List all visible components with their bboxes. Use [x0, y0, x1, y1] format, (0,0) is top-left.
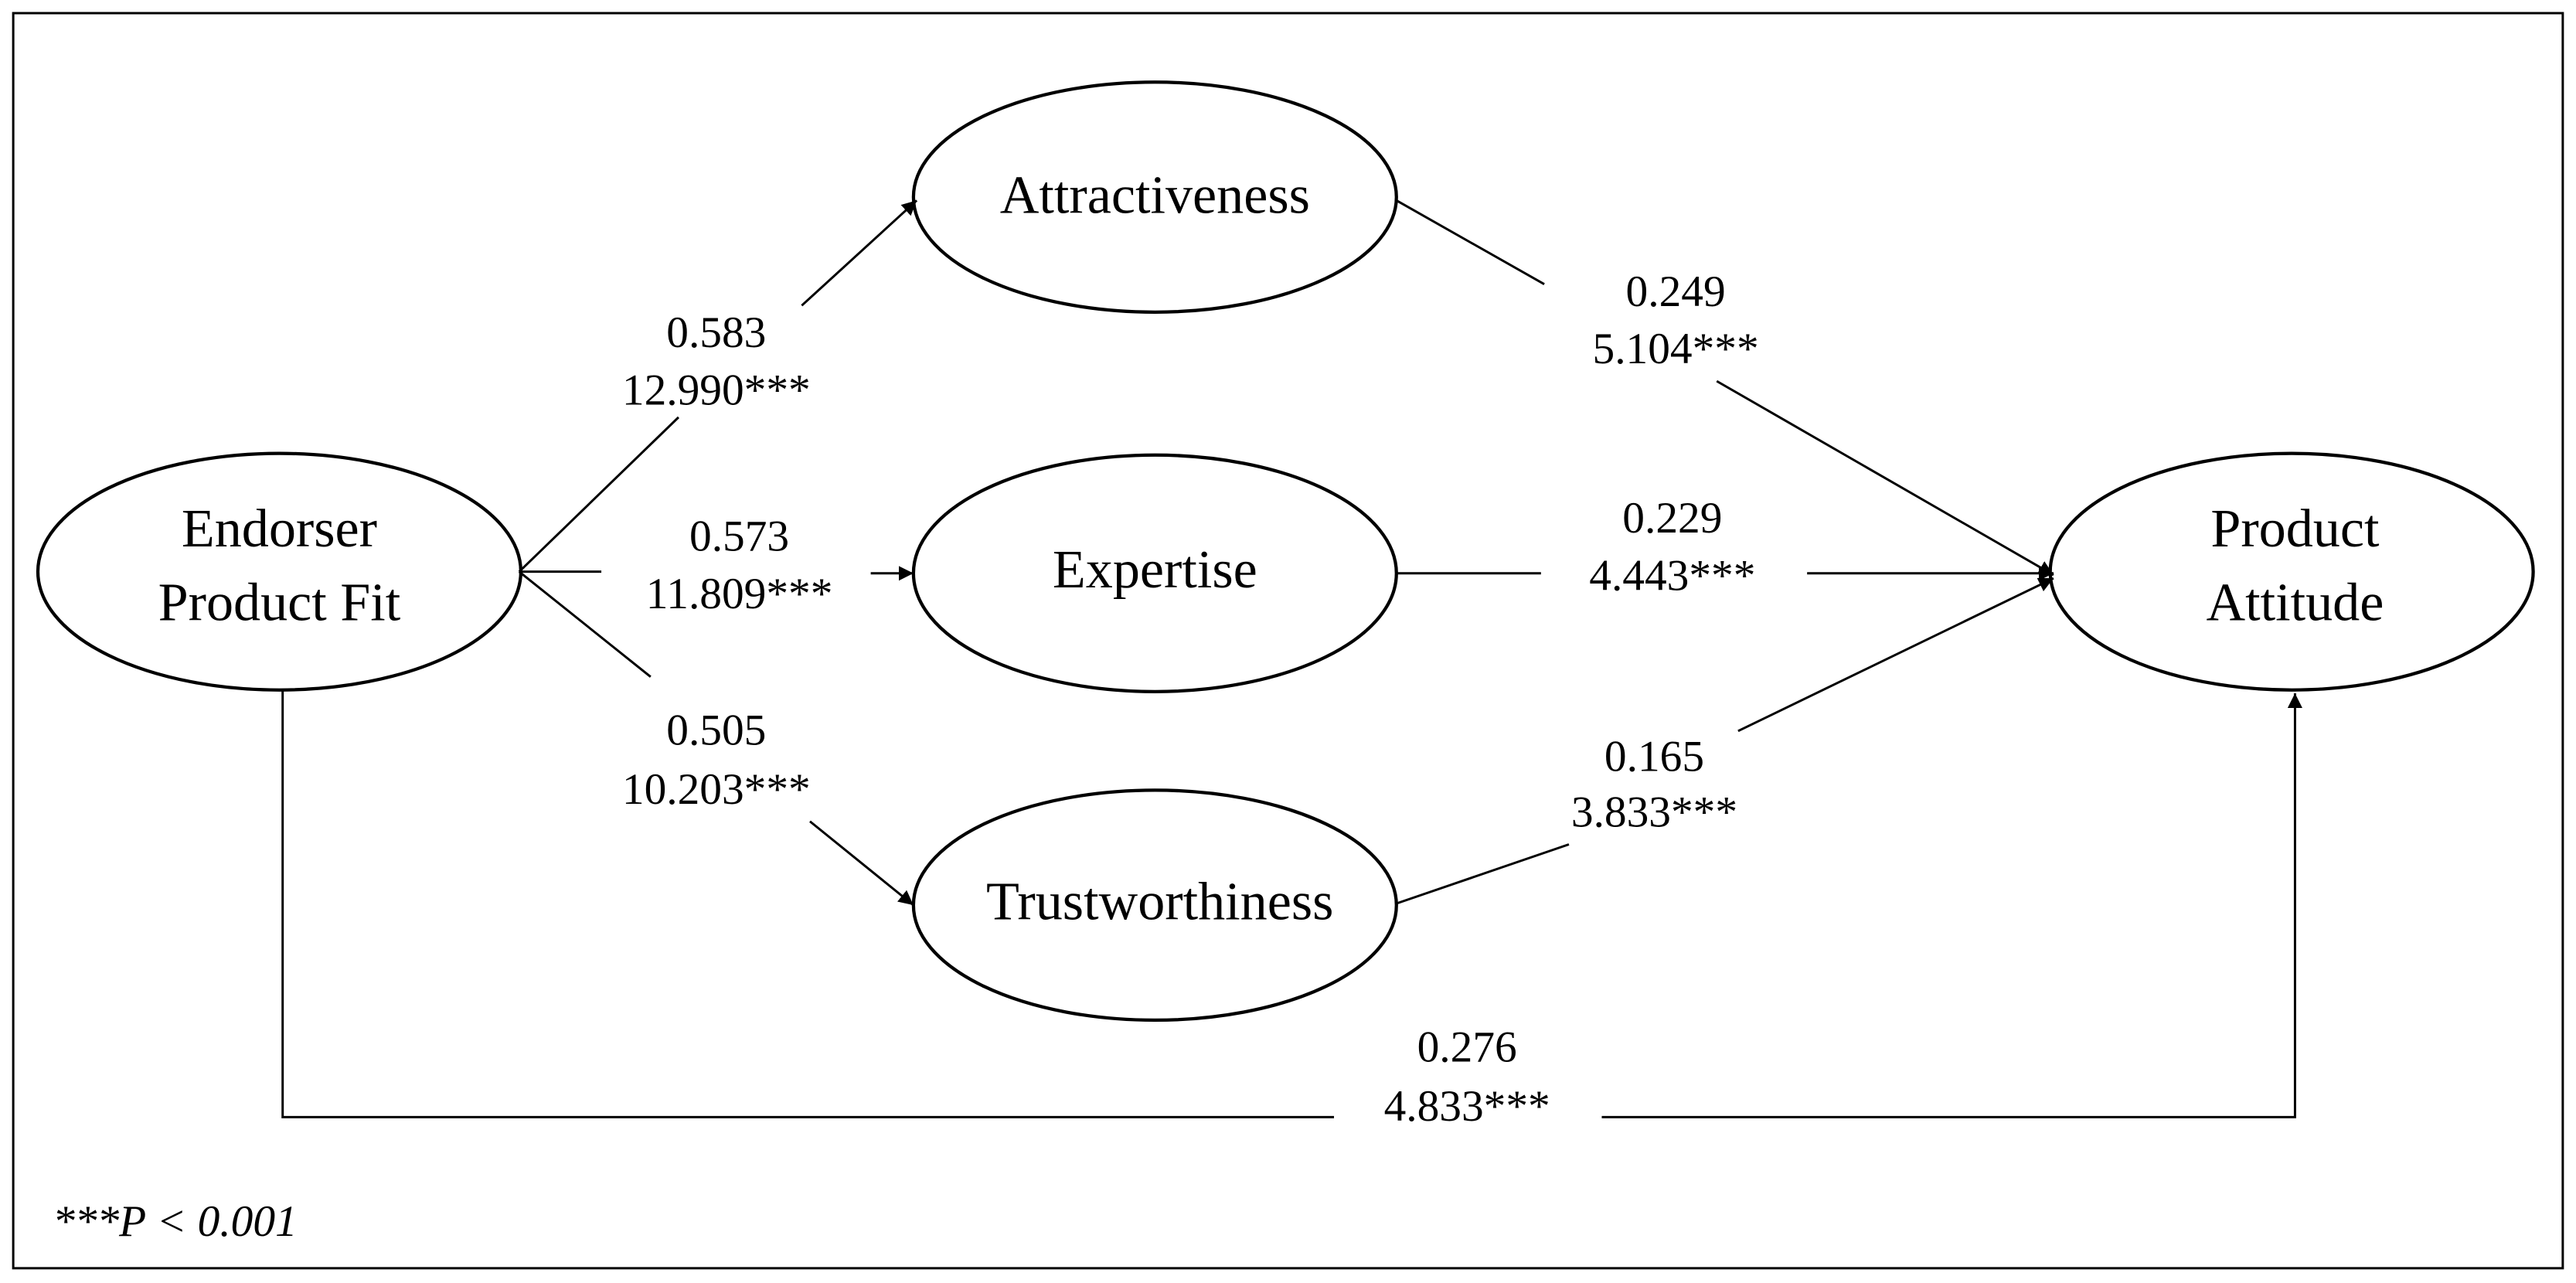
edge [1396, 199, 1545, 286]
node-label: Trustworthiness [986, 871, 1333, 931]
edge-arrow [809, 820, 914, 907]
edge [518, 570, 652, 678]
edge-coefficient: 0.573 [689, 512, 789, 560]
edge-t-value: 5.104*** [1593, 325, 1759, 373]
node-label: Attitude [2207, 573, 2384, 633]
node-shape [911, 80, 1398, 314]
edge-coefficient: 0.583 [666, 308, 766, 357]
edge-coefficient: 0.229 [1622, 494, 1722, 543]
node-label: Product Fit [158, 573, 401, 633]
edge-arrow [1737, 577, 2054, 733]
edge-t-value: 11.809*** [646, 570, 833, 618]
node-label: Expertise [1053, 539, 1257, 600]
edge-arrow [1716, 379, 2054, 577]
node-label: Product [2210, 499, 2380, 559]
edge-t-value: 12.990*** [622, 366, 811, 414]
edge [281, 689, 1335, 1118]
edge-t-value: 4.443*** [1589, 551, 1755, 600]
edge-t-value: 4.833*** [1384, 1082, 1550, 1131]
footnote: ***P < 0.001 [53, 1197, 298, 1246]
edge-coefficient: 0.276 [1417, 1023, 1517, 1071]
edge-coefficient: 0.249 [1626, 267, 1726, 316]
node-label: Attractiveness [1000, 165, 1310, 225]
edge-arrow [801, 199, 918, 307]
edge-coefficient: 0.165 [1604, 732, 1704, 781]
edge-coefficient: 0.505 [666, 706, 766, 754]
edge-t-value: 3.833*** [1571, 788, 1737, 837]
edge-t-value: 10.203*** [622, 765, 811, 814]
edge [1396, 843, 1570, 905]
edge [518, 416, 679, 573]
frame [12, 12, 2564, 1270]
edge-arrow [1601, 693, 2302, 1118]
node-label: Endorser [182, 499, 377, 559]
